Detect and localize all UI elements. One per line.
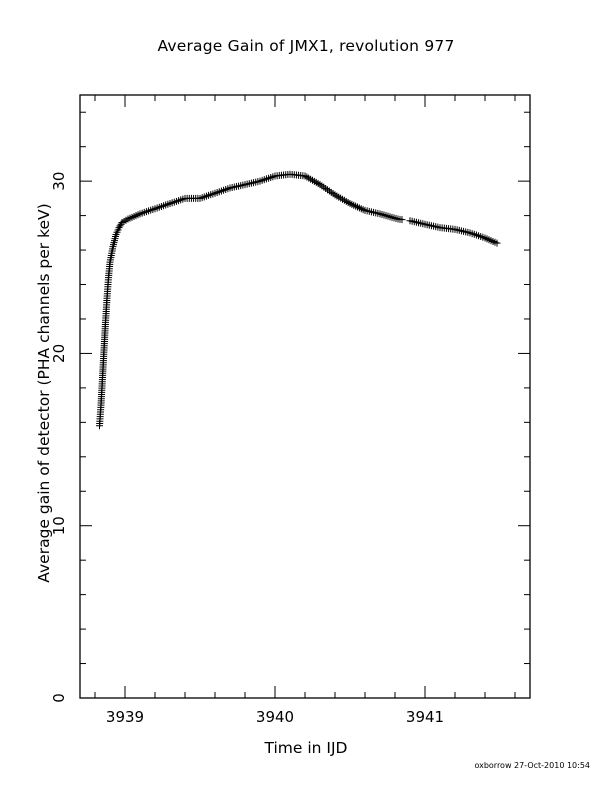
- data-point: [493, 239, 501, 247]
- x-axis-label: Time in IJD: [264, 739, 348, 757]
- plot-frame: [79, 94, 531, 699]
- y-tick-label: 0: [50, 693, 68, 703]
- data-points: [96, 170, 501, 430]
- data-point: [117, 220, 125, 228]
- axis-ticks: [80, 95, 530, 699]
- y-tick-label: 20: [50, 344, 68, 363]
- x-tick-label: 3941: [406, 708, 444, 726]
- axis-tick-labels: 0 10 20 30 3939 3940 3941: [50, 172, 444, 726]
- y-tick-label: 30: [50, 172, 68, 191]
- x-tick-label: 3940: [256, 708, 294, 726]
- chart-title: Average Gain of JMX1, revolution 977: [157, 37, 455, 55]
- y-tick-label: 10: [50, 516, 68, 535]
- data-point: [398, 216, 406, 224]
- plot-footer-credit: oxborrow 27-Oct-2010 10:54: [474, 761, 590, 770]
- x-tick-label: 3939: [106, 708, 144, 726]
